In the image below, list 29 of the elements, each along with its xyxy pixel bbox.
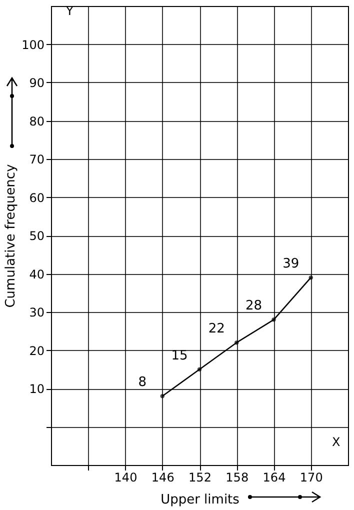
y-tick-label: 60: [29, 190, 44, 205]
y-tick-label: 30: [29, 306, 44, 320]
x-tick-label: 158: [226, 470, 249, 484]
point: [197, 367, 202, 372]
x-tick-label: 140: [114, 470, 138, 484]
y-tick-label: 10: [29, 382, 44, 396]
data-label: 28: [245, 298, 262, 314]
y-tick-label: 80: [29, 114, 44, 128]
y-axis-title: Cumulative frequency: [4, 164, 19, 308]
x-axis-title: Upper limits: [160, 492, 240, 508]
x-tick-label: 170: [300, 470, 323, 484]
data-label: 22: [208, 322, 225, 337]
annotation: X: [332, 435, 340, 449]
point: [234, 340, 239, 345]
point: [160, 394, 164, 398]
x-tick-label: 152: [188, 470, 212, 484]
point: [308, 275, 313, 280]
y-tick-label: 40: [29, 267, 44, 282]
point: [272, 318, 276, 322]
x-tick-label: 164: [262, 470, 286, 484]
data-label: 39: [282, 256, 300, 272]
y-tick-label: 90: [29, 76, 44, 90]
x-tick-label: 146: [151, 470, 174, 484]
y-tick-label: 70: [29, 152, 44, 166]
y-tick-label: 100: [22, 38, 44, 52]
y-tick-label: 20: [29, 344, 44, 358]
data-label: 8: [138, 375, 147, 390]
y-tick-label: 50: [29, 229, 44, 243]
data-label: 15: [171, 348, 188, 364]
